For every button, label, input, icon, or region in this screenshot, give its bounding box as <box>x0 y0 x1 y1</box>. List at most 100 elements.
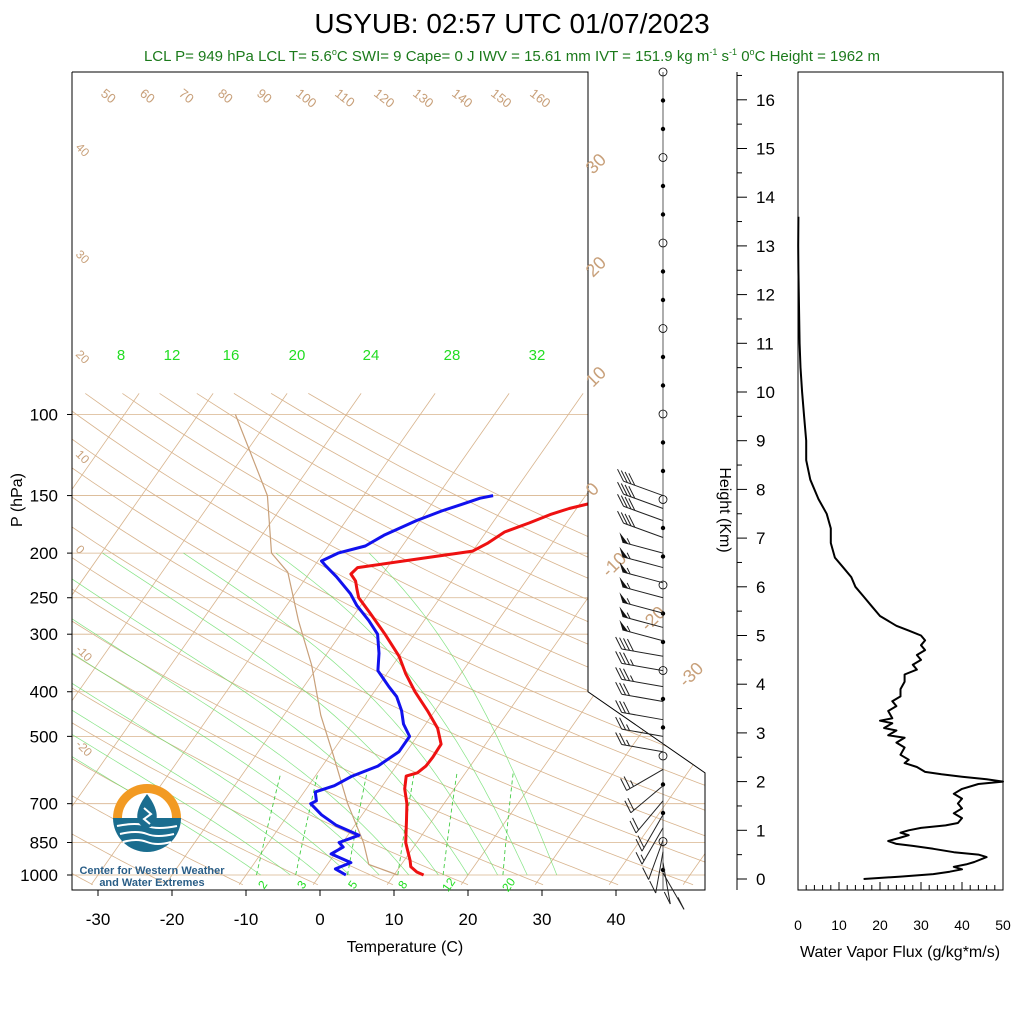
isotherm-line <box>757 393 1024 884</box>
pressure-tick-label: 100 <box>30 405 58 424</box>
chart-title: USYUB: 02:57 UTC 01/07/2023 <box>314 8 710 39</box>
pressure-axis-title: P (hPa) <box>9 473 26 527</box>
ivt-value: IVT = 151.9 kg m-1 s-1 <box>594 47 738 65</box>
isotherm-left-label: 20 <box>73 347 93 367</box>
moist-adiabat-label: 20 <box>289 347 306 364</box>
flux-panel-border <box>797 71 1004 891</box>
isotherm-line <box>72 393 288 885</box>
moist-adiabat-line <box>72 552 380 876</box>
dry-adiabat-label: 90 <box>254 86 275 107</box>
flux-tick-label: 0 <box>794 917 802 933</box>
height-tick-label: 8 <box>756 480 765 499</box>
height-tick-label: 4 <box>756 675 765 694</box>
height-marker <box>660 440 666 445</box>
dry-adiabat-line <box>270 393 705 886</box>
temperature-tick-label: 0 <box>315 910 324 929</box>
height-marker <box>660 212 666 217</box>
dry-adiabat-label: 60 <box>137 86 158 107</box>
height-marker <box>658 153 668 162</box>
moist-adiabat-line <box>72 552 439 876</box>
dry-adiabat-line <box>72 393 705 886</box>
height-tick-label: 2 <box>756 773 765 792</box>
wind-barb <box>615 732 664 753</box>
mixing-ratio-line <box>397 772 415 876</box>
height-tick-label: 6 <box>756 578 765 597</box>
wind-barb <box>615 651 664 672</box>
height-tick-label: 3 <box>756 724 765 743</box>
moist-adiabat-label: 8 <box>117 347 125 364</box>
height-tick-label: 9 <box>756 432 765 451</box>
height-marker <box>660 269 666 274</box>
chart-subtitle: LCL P= 949 hPa LCL T= 5.6oC SWI= 9 Cape=… <box>0 47 1024 65</box>
isotherm-line <box>534 393 705 885</box>
temperature-tick-label: -10 <box>234 910 259 929</box>
temperature-tick-label: 30 <box>533 910 552 929</box>
dry-adiabat-line <box>72 393 169 886</box>
pressure-tick-label: 300 <box>30 625 58 644</box>
dry-adiabat-label: 130 <box>410 86 436 111</box>
dry-adiabat-line <box>196 393 705 886</box>
dry-adiabat-line <box>72 393 705 886</box>
parcel-trace-line <box>234 414 398 876</box>
wind-barb <box>619 576 664 599</box>
height-tick-label: 16 <box>756 91 775 110</box>
isotherm-line <box>608 393 705 885</box>
height-marker <box>658 580 668 590</box>
pressure-tick-label: 200 <box>30 544 58 563</box>
temperature-axis-title: Temperature (C) <box>347 939 463 956</box>
isotherm-right-label: -30 <box>675 658 708 691</box>
dry-adiabat-label: 160 <box>527 86 553 111</box>
dry-adiabat-line <box>85 393 705 886</box>
height-tick-label: 13 <box>756 237 775 256</box>
dry-adiabat-label: 100 <box>293 86 319 111</box>
height-tick-label: 1 <box>756 821 765 840</box>
height-tick-label: 11 <box>756 334 774 353</box>
wind-barb <box>615 681 664 702</box>
height-tick-label: 0 <box>756 870 765 889</box>
logo-icon <box>113 784 181 852</box>
isotherm-line <box>72 393 140 885</box>
flux-tick-label: 30 <box>913 917 929 933</box>
dry-adiabat-line <box>72 393 319 886</box>
moist-adiabat-label: 16 <box>223 347 240 364</box>
wind-barb <box>619 592 664 614</box>
height-marker <box>658 67 668 77</box>
dry-adiabat-line <box>308 393 705 886</box>
wind-barb <box>617 468 664 497</box>
dewpoint-line <box>309 494 494 877</box>
dry-adiabat-label: 110 <box>332 86 358 111</box>
wind-barb <box>619 546 664 569</box>
height-marker <box>660 468 666 474</box>
moist-adiabat-line <box>368 552 558 876</box>
height-marker <box>660 98 666 103</box>
isotherm-left-label: -20 <box>73 737 95 759</box>
dry-adiabat-line <box>72 393 619 886</box>
moist-adiabat-line <box>72 552 261 876</box>
mixing-ratio-line <box>502 772 514 876</box>
height-tick-label: 7 <box>756 529 765 548</box>
dry-adiabat-line <box>72 393 469 886</box>
wind-barb <box>662 872 685 910</box>
logo-line-1: Center for Western Weather <box>79 865 225 877</box>
logo-line-2: and Water Extremes <box>99 877 205 889</box>
flux-axis-title: Water Vapor Flux (g/kg*m/s) <box>800 944 1000 961</box>
isotherm-line <box>164 393 510 885</box>
mixing-ratio-line <box>295 772 319 876</box>
wind-barb <box>635 827 664 865</box>
moist-adiabat-line <box>72 552 291 876</box>
mixing-ratio-label: 20 <box>499 875 518 894</box>
dry-adiabat-line <box>0 393 18 884</box>
dry-adiabat-line <box>72 393 705 886</box>
dry-adiabat-label: 50 <box>98 86 119 107</box>
dry-adiabat-line <box>72 393 705 886</box>
dry-adiabat-label: 80 <box>215 86 236 107</box>
moist-adiabat-line <box>275 552 528 876</box>
dry-adiabat-line <box>72 393 244 886</box>
height-marker <box>660 126 666 132</box>
wind-barb <box>620 769 664 791</box>
height-marker <box>660 297 666 303</box>
moist-adiabat-label: 12 <box>164 347 181 364</box>
wind-barb <box>617 481 664 509</box>
wind-barb <box>615 700 664 721</box>
cape-value: Cape= 0 J <box>405 48 475 65</box>
